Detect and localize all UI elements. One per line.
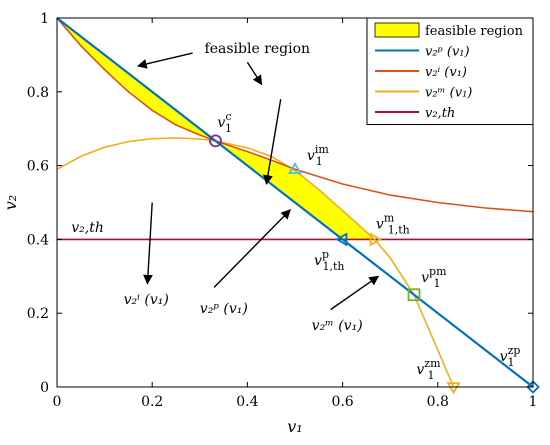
y-tick-label-0-8: 0.8	[27, 85, 49, 101]
v2th-annotation-label: v₂,th	[71, 220, 104, 236]
legend: feasible region v₂ᵖ (v₁) v₂ⁱ (v₁) v₂ᵐ (v₁) v…	[366, 17, 534, 125]
axes: 0 0.2 0.4 0.6 0.8 1 0 0.2 0.4 0.6 0.8 1 v₁ v₂	[1, 11, 537, 436]
v2i-annotation-arrow-1	[143, 202, 153, 285]
x-tick-label-0-8: 0.8	[427, 394, 449, 410]
x-axis-label: v₁	[287, 417, 302, 436]
feasible-region-annotation-label: feasible region	[205, 41, 311, 57]
marker-zm-1-label: vzm 1	[416, 357, 441, 382]
v2m-annotation-label: v₂ᵐ (v₁)	[312, 318, 363, 334]
marker-m-1-th-label: vm 1,th	[376, 211, 410, 236]
legend-item-5-label: v₂,th	[425, 106, 455, 121]
point-markers: vc 1 vim 1 vm 1,th vp 1,th vpm 1 vzm 1 vzp 1	[209, 110, 540, 395]
v2p-annotation-arrow-2	[213, 209, 291, 288]
v2p-annotation-label: v₂ᵖ (v₁)	[200, 301, 248, 317]
x-tick-label-0-6: 0.6	[331, 394, 353, 410]
plot-frame	[56, 17, 534, 388]
v2i-annotation-label: v₂ⁱ (v₁)	[124, 292, 169, 308]
x-tick-label-0-2: 0.2	[141, 394, 163, 410]
marker-c-1-label: vc 1	[217, 110, 232, 135]
legend-item-1-label: feasible region	[425, 24, 524, 39]
marker-p-1-th-label: vp 1,th	[314, 248, 344, 273]
feasible-region-part-2	[215, 140, 375, 240]
marker-im-1	[287, 162, 303, 175]
marker-pm-1-label: vpm 1	[421, 265, 447, 290]
y-tick-label-0-4: 0.4	[27, 232, 49, 248]
marker-zp-1	[526, 380, 540, 394]
v2m-annotation-arrow-1	[330, 275, 380, 311]
y-tick-label-0-6: 0.6	[27, 159, 49, 175]
feasible-region-annotation-arrow-1	[136, 52, 193, 69]
y-tick-label-0: 0	[40, 380, 49, 396]
y-tick-label-0-2: 0.2	[27, 306, 49, 322]
legend-item-4-label: v₂ᵐ (v₁)	[425, 86, 472, 101]
marker-c-1	[209, 134, 222, 148]
x-tick-label-0: 0	[53, 394, 62, 410]
marker-zp-1-label: vzp 1	[500, 344, 521, 369]
v2p-annotation-arrow-1	[263, 99, 282, 186]
legend-item-2-label: v₂ᵖ (v₁)	[425, 45, 470, 60]
legend-item-1-swatch	[374, 22, 420, 38]
legend-item-3-label: v₂ⁱ (v₁)	[425, 65, 467, 80]
x-tick-label-1: 1	[529, 394, 538, 410]
marker-m-1-th	[369, 232, 382, 247]
y-axis-label: v₂	[1, 195, 20, 210]
marker-im-1-label: vim 1	[307, 143, 329, 168]
feasible-region-annotation-arrow-2	[246, 61, 263, 86]
series-line-3	[56, 137, 455, 388]
series-line-2	[56, 17, 534, 213]
y-tick-label-1: 1	[40, 11, 49, 27]
annotations: feasible region v₂ᵖ (v₁) v₂ⁱ (v₁) v₂ᵐ (v₁) v…	[71, 41, 380, 334]
marker-p-1-th	[335, 232, 348, 247]
marker-pm-1	[407, 288, 421, 302]
marker-zm-1	[446, 382, 461, 395]
x-tick-label-0-4: 0.4	[236, 394, 258, 410]
series-line-1	[56, 17, 534, 388]
